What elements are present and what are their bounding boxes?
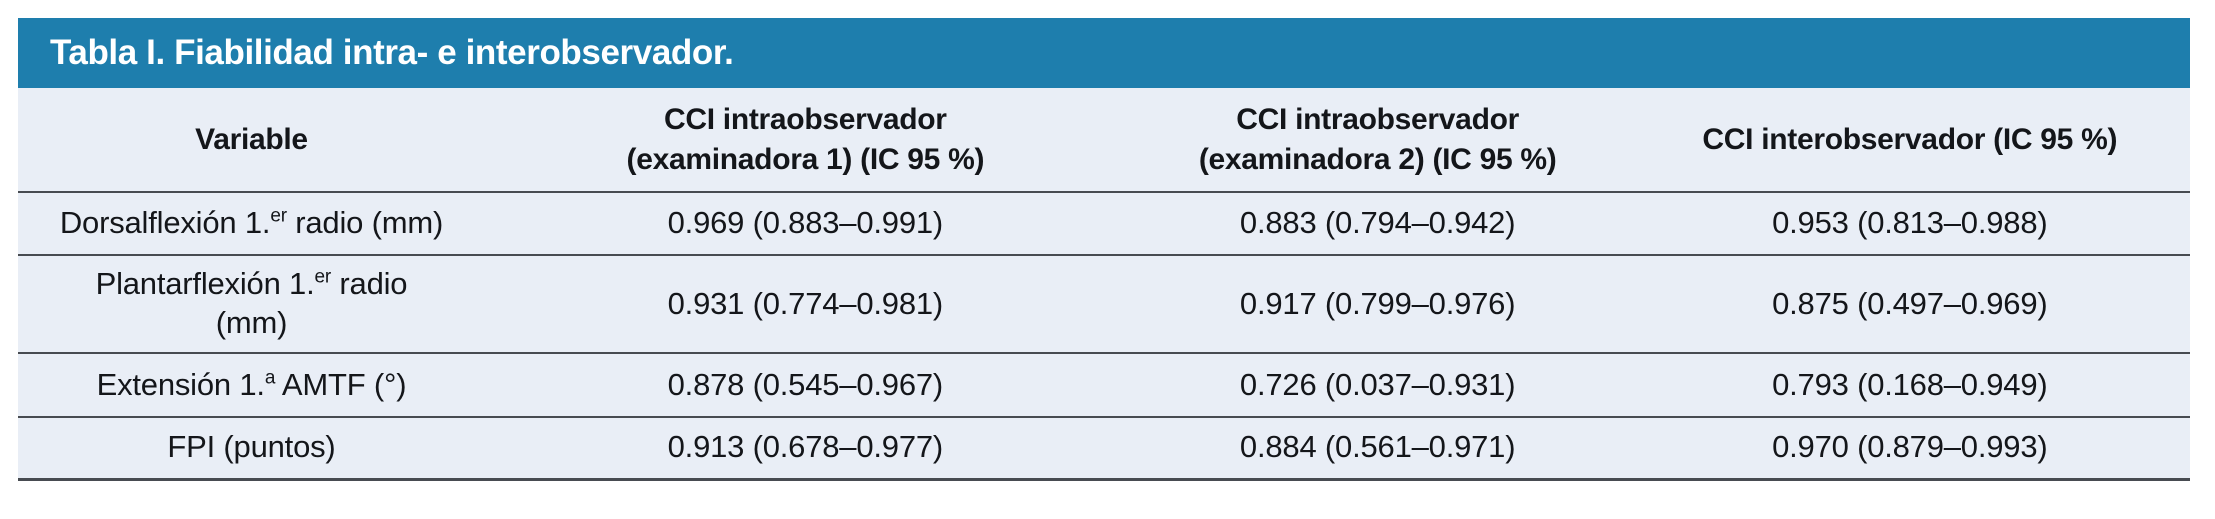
col-header-cci-inter-line1: CCI interobservador (IC 95 %)	[1702, 122, 2118, 156]
col-header-cci-intra-1: CCI intraobservador (examinadora 1) (IC …	[485, 88, 1126, 192]
cci-inter-value: 0.875 (0.497–0.969)	[1772, 285, 2048, 321]
table-row-extension: Extensión 1.a AMTF (°) 0.878 (0.545–0.96…	[18, 353, 2190, 417]
variable-label-sup: er	[314, 266, 332, 288]
header-row: Variable CCI intraobservador (examinador…	[18, 88, 2190, 192]
data-table: Variable CCI intraobservador (examinador…	[18, 88, 2190, 481]
variable-cell: Extensión 1.a AMTF (°)	[18, 353, 485, 417]
col-header-cci-intra-1-line1: CCI intraobservador	[663, 102, 947, 136]
col-header-variable-line1: Variable	[195, 122, 308, 156]
variable-label: Plantarflexión 1.er radio	[28, 265, 475, 304]
cci-intra2-value: 0.883 (0.794–0.942)	[1239, 205, 1516, 241]
cci-intra2-value: 0.726 (0.037–0.931)	[1239, 366, 1516, 402]
variable-cell: Plantarflexión 1.er radio (mm)	[18, 255, 485, 353]
variable-cell: FPI (puntos)	[18, 417, 485, 479]
variable-label-pre: Plantarflexión 1.	[95, 266, 315, 302]
cci-intra1-value: 0.931 (0.774–0.981)	[667, 285, 944, 321]
table-body: Dorsalflexión 1.er radio (mm) 0.969 (0.8…	[18, 192, 2190, 479]
variable-label-post: radio	[331, 266, 408, 302]
table-row-fpi: FPI (puntos) 0.913 (0.678–0.977) 0.884 (…	[18, 417, 2190, 479]
variable-label-sup: a	[264, 367, 276, 389]
reliability-table: Tabla I. Fiabilidad intra- e interobserv…	[18, 18, 2190, 481]
table-title: Tabla I. Fiabilidad intra- e interobserv…	[50, 33, 734, 72]
cci-intra2-value: 0.917 (0.799–0.976)	[1239, 285, 1516, 321]
variable-label: Extensión 1.a AMTF (°)	[28, 366, 475, 405]
variable-label-sup: er	[270, 205, 287, 227]
cci-intra1-value: 0.969 (0.883–0.991)	[667, 205, 944, 241]
col-header-cci-intra-2-line2: (examinadora 2) (IC 95 %)	[1198, 142, 1557, 176]
table-row-plantarflexion: Plantarflexión 1.er radio (mm) 0.931 (0.…	[18, 255, 2190, 353]
table-header: Variable CCI intraobservador (examinador…	[18, 88, 2190, 192]
variable-label-line2: (mm)	[215, 305, 288, 340]
cci-intra1-value: 0.913 (0.678–0.977)	[667, 429, 944, 465]
col-header-cci-intra-2: CCI intraobservador (examinadora 2) (IC …	[1126, 88, 1630, 192]
variable-label-post: AMTF (°)	[275, 366, 407, 402]
cci-intra1-value: 0.878 (0.545–0.967)	[667, 366, 944, 402]
cci-intra2-value: 0.884 (0.561–0.971)	[1239, 429, 1516, 465]
cci-inter-value: 0.793 (0.168–0.949)	[1772, 366, 2048, 402]
cci-inter-value: 0.953 (0.813–0.988)	[1772, 205, 2048, 241]
col-header-cci-inter: CCI interobservador (IC 95 %)	[1630, 88, 2190, 192]
variable-cell: Dorsalflexión 1.er radio (mm)	[18, 192, 485, 255]
variable-label-pre: FPI (puntos)	[167, 429, 336, 465]
variable-label: Dorsalflexión 1.er radio (mm)	[28, 204, 475, 243]
cci-inter-value: 0.970 (0.879–0.993)	[1772, 429, 2048, 465]
variable-label-pre: Extensión 1.	[96, 366, 265, 402]
col-header-cci-intra-2-line1: CCI intraobservador	[1236, 102, 1519, 136]
table-row-dorsalflexion: Dorsalflexión 1.er radio (mm) 0.969 (0.8…	[18, 192, 2190, 255]
variable-label: FPI (puntos)	[28, 428, 475, 467]
variable-label-pre: Dorsalflexión 1.	[59, 205, 271, 241]
variable-label-post: radio (mm)	[286, 205, 444, 241]
col-header-variable: Variable	[18, 88, 485, 192]
table-title-bar: Tabla I. Fiabilidad intra- e interobserv…	[18, 18, 2190, 88]
col-header-cci-intra-1-line2: (examinadora 1) (IC 95 %)	[626, 142, 985, 176]
